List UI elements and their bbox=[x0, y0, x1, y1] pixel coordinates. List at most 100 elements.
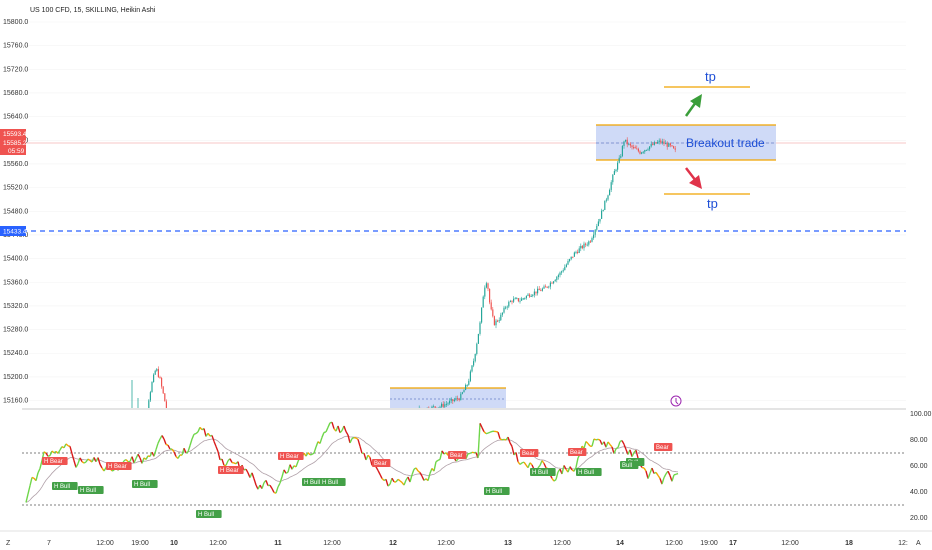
osc-segment bbox=[651, 467, 655, 474]
candle-body bbox=[578, 248, 580, 253]
time-axis[interactable]: 7 12:00 19:00 10 12:00 11 12:00 12 12:00 13 12:00 1… bbox=[47, 540, 908, 547]
osc-segment bbox=[245, 468, 249, 474]
time-tick-label: 12:00 bbox=[553, 540, 571, 547]
osc-segment bbox=[339, 430, 343, 434]
osc-segment bbox=[635, 450, 639, 459]
osc-segment bbox=[137, 453, 141, 459]
osc-segment bbox=[399, 480, 403, 484]
candle-body bbox=[538, 288, 540, 291]
osc-badge-label: H Bull bbox=[134, 482, 150, 488]
osc-segment bbox=[141, 457, 145, 464]
oscillator-series[interactable] bbox=[25, 421, 679, 503]
candle-body bbox=[503, 307, 505, 313]
candle-body bbox=[487, 283, 489, 289]
osc-badge-label: H Bull bbox=[198, 512, 214, 518]
candle-body bbox=[482, 296, 484, 308]
osc-segment bbox=[153, 449, 157, 457]
candle-body bbox=[657, 141, 659, 144]
osc-badge-label: Bear bbox=[522, 451, 535, 457]
osc-tick-label: 60.00 bbox=[910, 463, 928, 470]
dashed-level-tag bbox=[0, 226, 26, 236]
osc-badge-label: H Bull bbox=[80, 488, 96, 494]
osc-segment bbox=[75, 463, 79, 468]
candle-body bbox=[151, 382, 153, 393]
osc-segment bbox=[31, 476, 35, 479]
osc-segment bbox=[133, 458, 137, 464]
candle-body bbox=[553, 281, 555, 284]
osc-segment bbox=[81, 461, 85, 464]
osc-tick-label: 80.00 bbox=[910, 437, 928, 444]
osc-segment bbox=[185, 451, 189, 454]
candle-body bbox=[609, 189, 611, 196]
oscillator-axis[interactable]: 100.00 80.00 60.00 40.00 20.00 bbox=[910, 411, 932, 522]
time-tick-label: 10 bbox=[170, 540, 178, 547]
osc-segment bbox=[229, 458, 233, 463]
osc-segment bbox=[353, 436, 357, 439]
osc-segment bbox=[147, 455, 151, 458]
candle-body bbox=[548, 286, 550, 288]
osc-segment bbox=[613, 448, 617, 454]
osc-segment bbox=[225, 460, 229, 466]
osc-segment bbox=[67, 445, 71, 448]
candle-body bbox=[519, 300, 521, 302]
candle-body bbox=[532, 294, 534, 296]
candle-body bbox=[585, 243, 587, 245]
candle-body bbox=[517, 298, 519, 302]
osc-segment bbox=[487, 431, 491, 434]
candle-body bbox=[156, 369, 158, 371]
osc-segment bbox=[427, 473, 431, 481]
candle-body bbox=[529, 294, 531, 297]
candle-body bbox=[433, 406, 435, 408]
candle-body bbox=[637, 148, 639, 152]
osc-segment bbox=[177, 454, 181, 459]
osc-segment bbox=[653, 471, 657, 475]
candle-body bbox=[561, 271, 563, 273]
candle-body bbox=[613, 171, 615, 175]
candle-body bbox=[642, 151, 644, 153]
osc-segment bbox=[661, 477, 665, 485]
corner-right-label[interactable]: A bbox=[916, 540, 921, 547]
osc-badge-label: H Bear bbox=[44, 459, 63, 465]
osc-segment bbox=[529, 462, 533, 466]
osc-segment bbox=[321, 432, 325, 438]
replay-icon[interactable] bbox=[670, 395, 682, 407]
osc-segment bbox=[429, 468, 433, 474]
candle-body bbox=[439, 406, 441, 408]
candle-body bbox=[466, 384, 468, 386]
candle-body bbox=[602, 210, 604, 212]
osc-segment bbox=[39, 460, 43, 469]
candle-body bbox=[501, 312, 503, 315]
candlestick-series[interactable] bbox=[131, 137, 676, 408]
candle-body bbox=[442, 403, 444, 407]
candle-body bbox=[570, 256, 572, 260]
osc-segment bbox=[523, 461, 527, 466]
breakout-box[interactable] bbox=[596, 125, 776, 160]
candle-body bbox=[596, 225, 598, 230]
price-axis[interactable]: 15800.015760.015720.015680.015640.015600… bbox=[3, 19, 28, 405]
candle-body bbox=[165, 401, 167, 408]
osc-segment bbox=[213, 441, 217, 447]
osc-segment bbox=[47, 454, 51, 457]
candle-body bbox=[477, 333, 479, 344]
candle-body bbox=[535, 291, 537, 294]
candle-body bbox=[604, 200, 606, 211]
candle-body bbox=[434, 406, 436, 408]
osc-segment bbox=[193, 432, 197, 435]
osc-segment bbox=[349, 438, 353, 444]
osc-segment bbox=[391, 477, 395, 483]
osc-segment bbox=[87, 458, 91, 462]
candle-body bbox=[644, 150, 646, 152]
range-box-lower[interactable] bbox=[390, 388, 506, 408]
corner-left-label[interactable]: Z bbox=[6, 540, 11, 547]
osc-segment bbox=[527, 462, 531, 468]
osc-segment bbox=[73, 460, 77, 468]
candle-body bbox=[567, 261, 569, 265]
osc-segment bbox=[351, 436, 355, 440]
osc-badge-label: Bear bbox=[450, 453, 463, 459]
candle-body bbox=[639, 151, 641, 154]
osc-segment bbox=[675, 472, 679, 475]
candle-body bbox=[149, 392, 151, 401]
osc-segment bbox=[485, 432, 489, 435]
candle-body bbox=[636, 148, 638, 150]
